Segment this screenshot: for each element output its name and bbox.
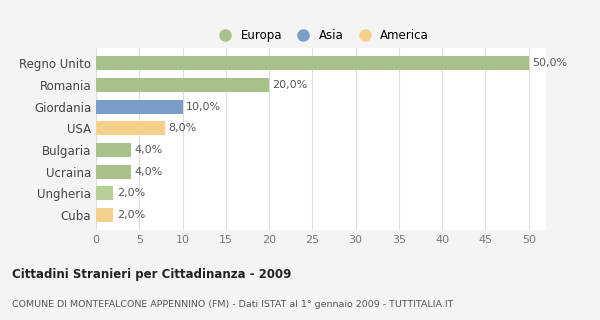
Bar [96,100,182,114]
Text: 8,0%: 8,0% [169,124,197,133]
Bar [96,78,269,92]
Bar [96,143,131,157]
Bar [96,165,131,179]
Text: 4,0%: 4,0% [134,145,163,155]
Bar [96,208,113,222]
Text: 20,0%: 20,0% [272,80,308,90]
Text: 2,0%: 2,0% [117,188,145,198]
Text: 10,0%: 10,0% [186,102,221,112]
Text: 4,0%: 4,0% [134,167,163,177]
Bar [96,56,529,70]
Bar [96,186,113,200]
Text: 2,0%: 2,0% [117,210,145,220]
Bar [96,121,165,135]
Text: Cittadini Stranieri per Cittadinanza - 2009: Cittadini Stranieri per Cittadinanza - 2… [12,268,292,281]
Text: 50,0%: 50,0% [532,58,567,68]
Legend: Europa, Asia, America: Europa, Asia, America [209,25,433,47]
Text: COMUNE DI MONTEFALCONE APPENNINO (FM) - Dati ISTAT al 1° gennaio 2009 - TUTTITAL: COMUNE DI MONTEFALCONE APPENNINO (FM) - … [12,300,454,309]
